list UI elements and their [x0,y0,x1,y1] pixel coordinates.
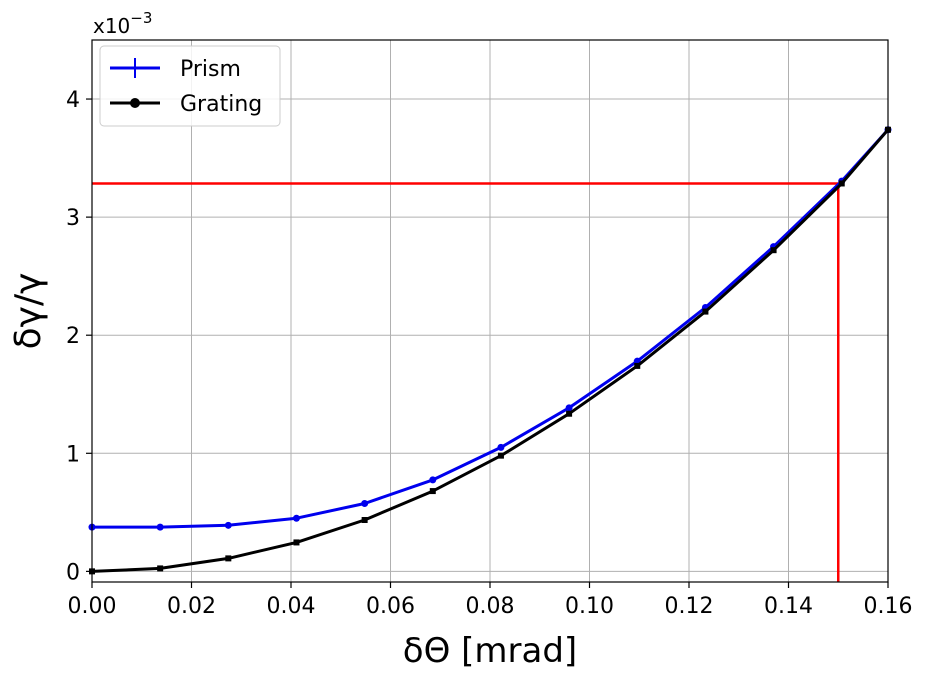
data-point-grating [566,410,573,417]
data-point-grating [634,362,641,369]
x-tick-label: 0.08 [466,594,515,619]
legend-item-grating: Grating [110,92,262,117]
data-point-prism [429,476,437,484]
data-point-grating [225,555,232,562]
legend-label-prism: Prism [180,57,241,82]
data-point-grating [702,308,709,315]
data-point-grating [497,452,504,459]
data-point-grating [361,517,368,524]
y-tick-label: 4 [66,88,80,113]
reference-lines [92,182,840,582]
data-point-grating [429,488,436,495]
x-tick-label: 0.14 [764,594,813,619]
x-tick-label: 0.16 [864,594,913,619]
series-layer [88,126,892,575]
x-tick-label: 0.06 [366,594,415,619]
x-tick-label: 0.12 [665,594,714,619]
y-tick-label: 2 [66,324,80,349]
data-point-prism [361,499,369,507]
x-tick-label: 0.00 [68,594,117,619]
data-point-grating [157,565,164,572]
legend: Prism Grating [99,45,281,127]
legend-box [99,45,281,127]
grid-lines [91,40,889,582]
tick-marks: 0.00 0.02 0.04 0.06 0.08 0.10 0.12 0.14 0.16 0 1 2 3… [66,88,912,619]
y-tick-label: 1 [66,442,80,467]
data-point-grating [293,539,300,546]
data-point-prism [565,404,573,412]
legend-item-prism: Prism [110,57,241,82]
x-axis-title: δΘ [mrad] [403,631,577,671]
y-multiplier-label: x10−3 [93,9,152,38]
x-tick-label: 0.10 [565,594,614,619]
data-point-prism [224,521,232,529]
y-tick-label: 0 [66,560,80,585]
data-point-grating [838,180,845,187]
series-grating [89,126,891,575]
x-tick-label: 0.04 [267,594,316,619]
data-point-grating [770,247,777,254]
legend-marker-grating [130,98,140,108]
data-point-prism [156,523,164,531]
data-point-prism [497,443,505,451]
y-axis-title: δγ/γ [8,273,49,350]
legend-label-grating: Grating [180,92,262,117]
x-tick-label: 0.02 [167,594,216,619]
data-point-prism [292,514,300,522]
y-tick-label: 3 [66,206,80,231]
